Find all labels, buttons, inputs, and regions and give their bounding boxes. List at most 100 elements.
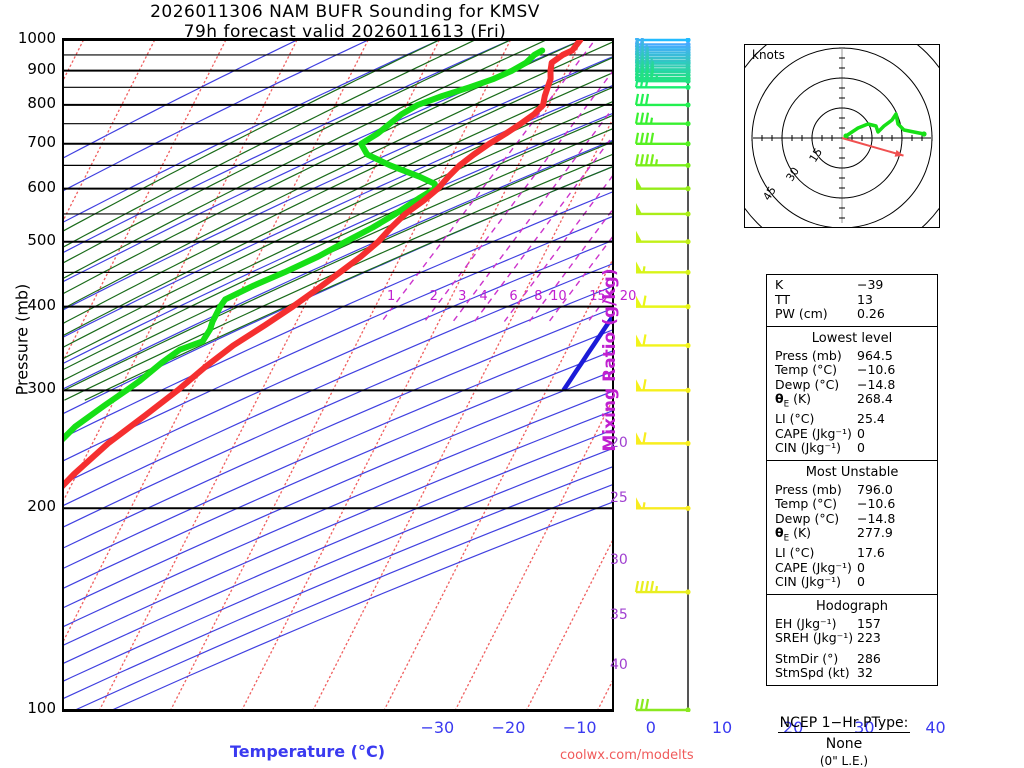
hodograph-plot: 15 30 45 xyxy=(721,17,963,259)
hodograph-stat-value: 286 xyxy=(857,650,881,666)
lowest-level-row: Dewp (°C) −14.8 xyxy=(767,376,937,393)
hodograph-stat-row: SREH (Jkg⁻¹) 223 xyxy=(767,630,937,646)
lowest-level-key: CIN (Jkg⁻¹) xyxy=(775,440,841,455)
hodograph-stats-section: Hodograph EH (Jkg⁻¹) 157 SREH (Jkg⁻¹) 223 S… xyxy=(767,595,937,685)
most-unstable-section: Most Unstable Press (mb) 796.0 Temp (°C) −1… xyxy=(767,461,937,595)
most-unstable-row: CIN (Jkg⁻¹) 0 xyxy=(767,574,937,590)
ptype-liquid-equivalent: (0" L.E.) xyxy=(819,754,869,768)
sounding-indices-panel: K −39 TT 13 PW (cm) 0.26 Lowest level Press (… xyxy=(766,274,938,686)
pressure-tick-700: 700 xyxy=(27,132,56,151)
pressure-axis-title: Pressure (mb) xyxy=(12,283,32,396)
mixing-ratio-axis-title: Mixing Ratio (g/kg) xyxy=(600,268,620,452)
pressure-tick-500: 500 xyxy=(27,230,56,249)
hodograph-panel[interactable]: 15 30 45 xyxy=(721,17,963,259)
hodograph-wind-trace xyxy=(844,112,926,138)
temperature-tick-10: 10 xyxy=(711,718,733,737)
temperature-tick-0: 0 xyxy=(645,718,656,737)
hodograph-units-label: knots xyxy=(752,48,785,62)
svg-text:45: 45 xyxy=(760,184,778,203)
pressure-tick-400: 400 xyxy=(27,295,56,314)
most-unstable-row: θE (K) 277.9 xyxy=(767,525,937,546)
hodograph-stat-key: EH (Jkg⁻¹) xyxy=(775,615,837,631)
index-key: TT xyxy=(775,291,791,307)
hodograph-ring-labels: 15 30 45 xyxy=(760,146,825,203)
most-unstable-key: Temp (°C) xyxy=(775,496,838,511)
credit-watermark: coolwx.com/modelts xyxy=(560,748,694,763)
lowest-level-key: θE (K) xyxy=(775,391,812,410)
hodograph-stat-row: StmDir (°) 286 xyxy=(767,650,937,667)
most-unstable-row: CAPE (Jkg⁻¹) 0 xyxy=(767,559,937,576)
index-value: −39 xyxy=(857,277,884,292)
moist-adiabat-lines xyxy=(64,40,612,401)
isotherm-lines xyxy=(64,40,612,710)
lowest-level-key: Dewp (°C) xyxy=(775,376,840,392)
mixing-ratio-tick-20: 20 xyxy=(619,288,637,304)
mixing-ratio-tick-15: 15 xyxy=(589,288,606,304)
lowest-level-title: Lowest level xyxy=(811,330,893,346)
lowest-level-section: Lowest level Press (mb) 964.5 Temp (°C) −10… xyxy=(767,327,937,461)
lowest-level-key: Press (mb) xyxy=(775,347,842,363)
ptype-heading: NCEP 1−Hr PType: xyxy=(777,715,911,733)
most-unstable-key: CAPE (Jkg⁻¹) xyxy=(775,559,852,575)
mixing-ratio-right-30: 30 xyxy=(610,552,628,568)
mixing-ratio-right-25: 25 xyxy=(610,490,628,506)
pressure-tick-600: 600 xyxy=(27,177,56,196)
pressure-tick-200: 200 xyxy=(27,497,56,516)
lowest-level-row: Press (mb) 964.5 xyxy=(767,347,937,364)
temperature-axis-title: Temperature (°C) xyxy=(230,742,386,761)
pressure-tick-800: 800 xyxy=(27,93,56,112)
ptype-panel: NCEP 1−Hr PType: None (0" L.E.) xyxy=(744,712,944,768)
most-unstable-key: Dewp (°C) xyxy=(775,510,840,526)
wind-barb-column[interactable] xyxy=(620,28,720,713)
most-unstable-value: −10.6 xyxy=(857,496,896,511)
hodograph-axis-ticks xyxy=(751,47,933,229)
hodograph-stat-row: StmSpd (kt) 32 xyxy=(767,665,937,681)
temperature-tick-40: 40 xyxy=(925,718,946,737)
index-key: PW (cm) xyxy=(775,306,828,321)
lowest-level-value: 0 xyxy=(857,440,865,455)
index-value: 13 xyxy=(857,291,873,307)
pressure-tick-100: 100 xyxy=(27,699,56,717)
mixing-ratio-right-20: 20 xyxy=(610,435,628,451)
title-line-1: 2026011306 NAM BUFR Sounding for KMSV xyxy=(150,2,540,22)
temperature-tick--30: −30 xyxy=(420,718,455,737)
chart-title-block: 2026011306 NAM BUFR Sounding for KMSV 79… xyxy=(0,2,690,42)
pressure-tick-300: 300 xyxy=(27,379,56,398)
most-unstable-key: Press (mb) xyxy=(775,481,842,497)
svg-text:30: 30 xyxy=(784,165,802,184)
pressure-tick-900: 900 xyxy=(27,59,56,78)
most-unstable-row: Temp (°C) −10.6 xyxy=(767,496,937,512)
mixing-ratio-tick-8: 8 xyxy=(534,288,543,304)
mixing-ratio-tick-2: 2 xyxy=(429,288,438,304)
svg-text:15: 15 xyxy=(807,146,825,165)
lowest-level-value: 0 xyxy=(857,425,865,441)
lowest-level-row: CAPE (Jkg⁻¹) 0 xyxy=(767,425,937,442)
temperature-tick--20: −20 xyxy=(491,718,526,737)
storm-motion-vector xyxy=(841,137,904,157)
mixing-ratio-tick-4: 4 xyxy=(479,288,488,304)
title-line-2: 79h forecast valid 2026011613 (Fri) xyxy=(183,22,507,42)
hodograph-endpoint-dots xyxy=(843,131,927,139)
most-unstable-value: 17.6 xyxy=(857,545,885,560)
skewt-diagram[interactable] xyxy=(62,38,614,712)
most-unstable-key: θE (K) xyxy=(775,525,812,544)
hodograph-stat-key: SREH (Jkg⁻¹) xyxy=(775,630,854,645)
mixing-ratio-tick-10: 10 xyxy=(550,288,567,304)
lowest-level-row: LI (°C) 25.4 xyxy=(767,411,937,427)
most-unstable-value: −14.8 xyxy=(857,510,896,526)
lowest-level-key: Temp (°C) xyxy=(775,362,838,377)
ptype-value: None xyxy=(825,736,863,752)
hodograph-stat-key: StmDir (°) xyxy=(775,650,839,666)
index-key: K xyxy=(775,277,784,292)
most-unstable-value: 0 xyxy=(857,559,865,575)
hodograph-stat-value: 157 xyxy=(857,615,881,631)
wind-barb-plot xyxy=(634,28,691,713)
mixing-ratio-tick-1: 1 xyxy=(386,288,396,304)
index-row: K −39 xyxy=(767,277,937,293)
index-row: PW (cm) 0.26 xyxy=(767,306,937,322)
hodograph-stats-title: Hodograph xyxy=(816,598,888,614)
most-unstable-value: 0 xyxy=(857,574,865,589)
lowest-level-value: 964.5 xyxy=(857,347,893,363)
index-value: 0.26 xyxy=(857,306,885,321)
most-unstable-value: 277.9 xyxy=(857,525,893,540)
